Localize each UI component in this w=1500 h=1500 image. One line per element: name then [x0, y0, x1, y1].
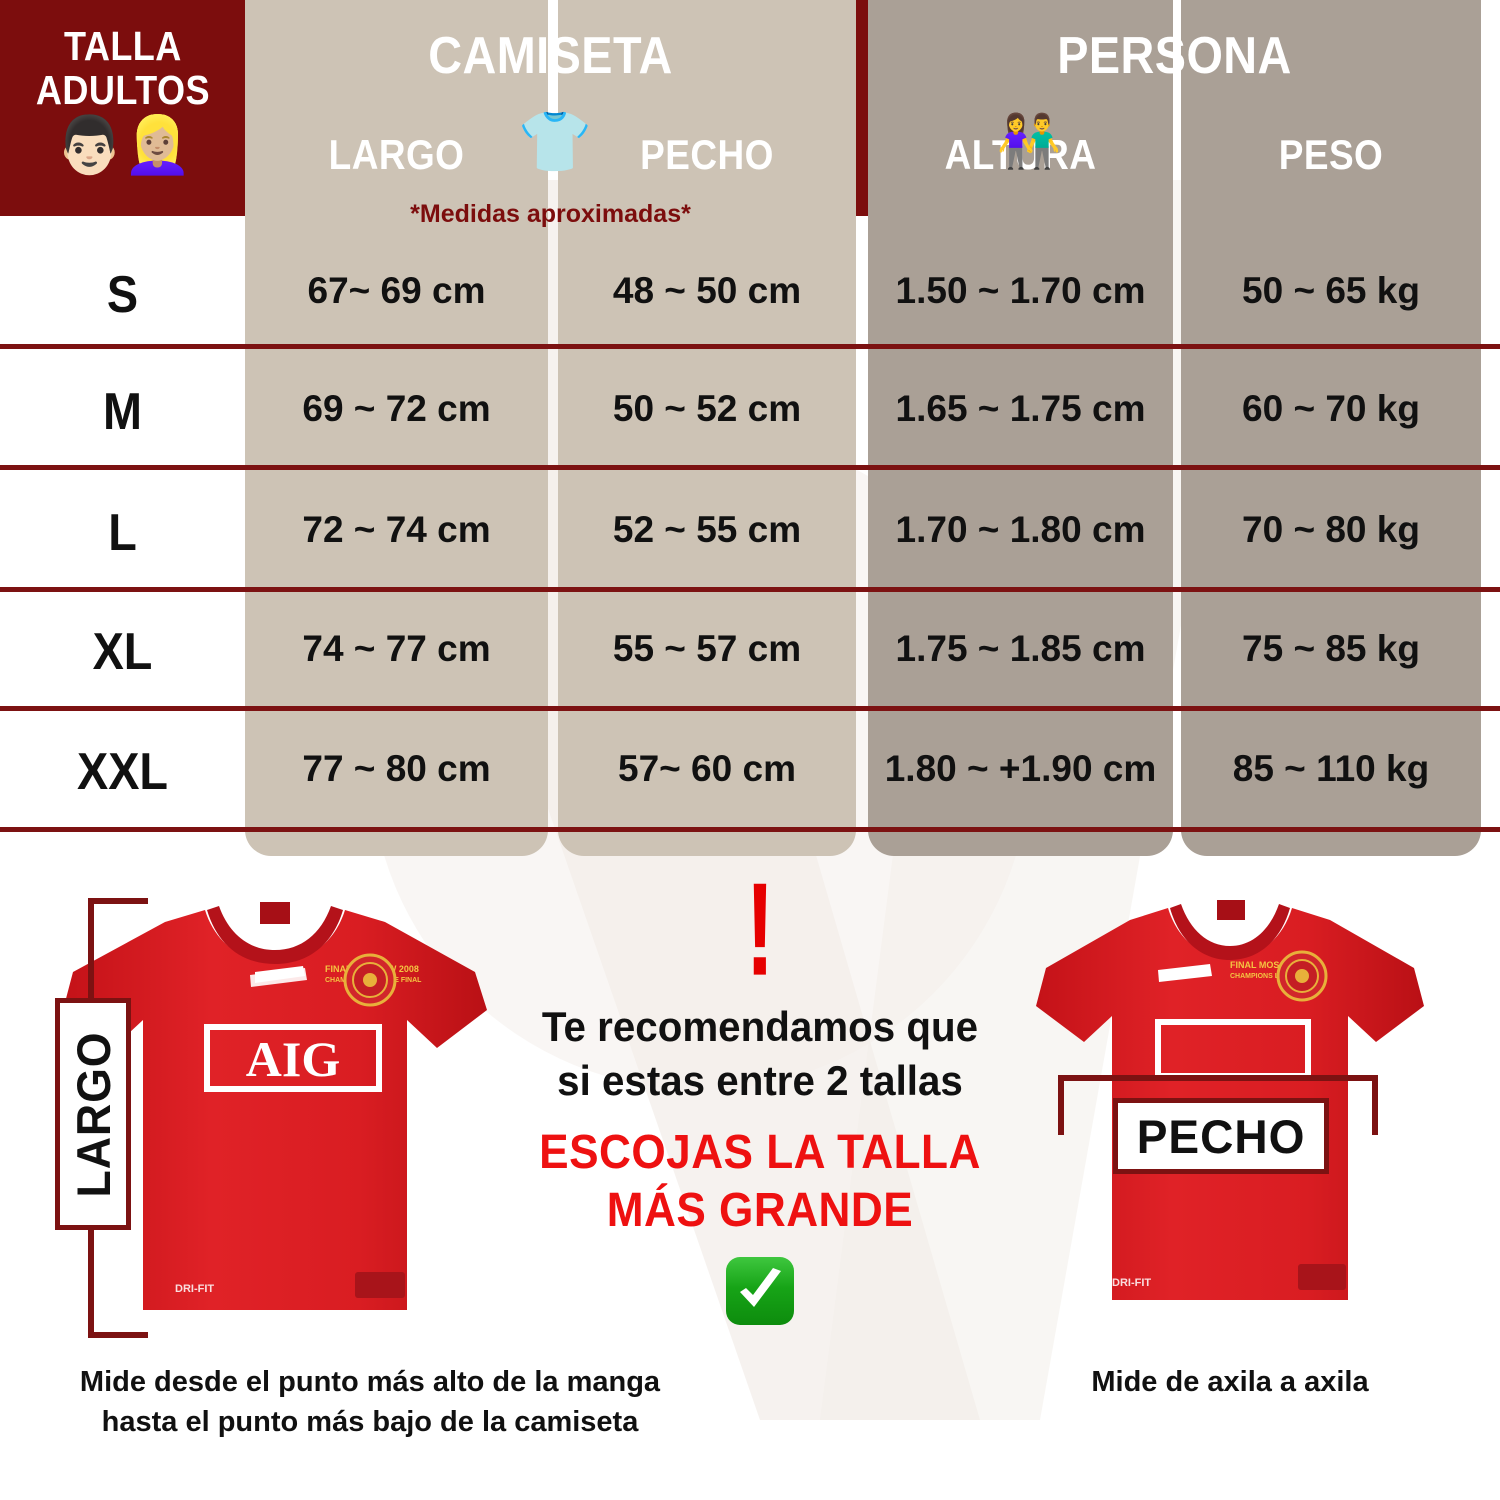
advice-red-line-2: MÁS GRANDE — [606, 1184, 914, 1237]
row-divider — [0, 827, 1500, 832]
table-cell-altura: 1.80 ~ +1.90 cm — [884, 748, 1157, 789]
size-header-line1: TALLA — [63, 23, 182, 69]
table-row-size: L — [108, 504, 137, 562]
largo-label-box: LARGO — [55, 998, 131, 1230]
table-row-size: S — [106, 266, 139, 324]
table-cell-altura: 1.65 ~ 1.75 cm — [895, 388, 1146, 429]
row-divider — [0, 587, 1500, 592]
table-cell-peso: 85 ~ 110 kg — [1232, 748, 1430, 789]
caption-pecho: Mide de axila a axila — [1091, 1366, 1369, 1398]
advice-line-1: Te recomendamos que — [541, 1003, 979, 1050]
group-divider — [856, 0, 868, 216]
svg-text:FINAL MOSCOW 2008: FINAL MOSCOW 2008 — [1230, 960, 1324, 970]
table-cell-altura: 1.75 ~ 1.85 cm — [895, 628, 1146, 669]
table-cell-altura: 1.50 ~ 1.70 cm — [895, 270, 1146, 311]
exclamation-icon: ! — [745, 855, 775, 1004]
pecho-label-box: PECHO — [1113, 1098, 1329, 1174]
row-divider — [0, 706, 1500, 711]
measurement-guide: FINAL MOSCOW 2008 CHAMPIONS LEAGUE FINAL… — [0, 864, 1500, 1500]
size-chart: TALLA ADULTOS 👨🏻👱🏼‍♀️ CAMISETA PERSONA L… — [0, 0, 1500, 856]
largo-label-text: LARGO — [66, 1031, 120, 1197]
column-title-pecho: PECHO — [640, 131, 774, 178]
check-mark-icon — [500, 1254, 1020, 1333]
svg-text:AIG: AIG — [246, 1031, 340, 1087]
approx-note: *Medidas aproximadas* — [410, 200, 691, 228]
row-divider — [0, 465, 1500, 470]
column-title-peso: PESO — [1278, 131, 1384, 178]
table-cell-pecho: 48 ~ 50 cm — [612, 270, 802, 311]
svg-text:DRI-FIT: DRI-FIT — [175, 1283, 214, 1295]
table-cell-peso: 75 ~ 85 kg — [1242, 628, 1420, 669]
advice-block: ! Te recomendamos que si estas entre 2 t… — [500, 864, 1020, 1333]
table-cell-pecho: 50 ~ 52 cm — [612, 388, 802, 429]
pecho-label-text: PECHO — [1136, 1109, 1306, 1163]
couple-icon: 👫 — [996, 113, 1062, 171]
table-cell-largo: 67~ 69 cm — [307, 270, 486, 311]
table-row-size: M — [102, 383, 142, 441]
row-divider — [0, 344, 1500, 349]
column-title-largo: LARGO — [328, 131, 465, 178]
size-header-line2: ADULTOS — [35, 67, 210, 113]
table-cell-altura: 1.70 ~ 1.80 cm — [895, 509, 1146, 550]
table-cell-largo: 74 ~ 77 cm — [302, 628, 491, 669]
size-header-plate: TALLA ADULTOS 👨🏻👱🏼‍♀️ — [0, 0, 245, 216]
table-cell-largo: 72 ~ 74 cm — [302, 509, 491, 550]
table-cell-pecho: 52 ~ 55 cm — [612, 509, 802, 550]
table-row-size: XXL — [76, 743, 169, 801]
caption-largo-line1: Mide desde el punto más alto de la manga — [79, 1366, 661, 1398]
table-cell-peso: 50 ~ 65 kg — [1242, 270, 1420, 311]
table-row-size: XL — [92, 623, 153, 681]
caption-largo: Mide desde el punto más alto de la manga… — [10, 1362, 730, 1442]
advice-red-line-1: ESCOJAS LA TALLA — [539, 1126, 981, 1179]
table-cell-pecho: 57~ 60 cm — [618, 748, 796, 789]
advice-line-2: si estas entre 2 tallas — [557, 1057, 963, 1104]
table-cell-peso: 70 ~ 80 kg — [1242, 509, 1420, 550]
table-cell-largo: 77 ~ 80 cm — [302, 748, 491, 789]
table-cell-peso: 60 ~ 70 kg — [1242, 388, 1420, 429]
caption-largo-line2: hasta el punto más bajo de la camiseta — [101, 1406, 639, 1438]
svg-text:DRI-FIT: DRI-FIT — [1112, 1277, 1151, 1289]
tshirt-icon: 👕 — [517, 108, 593, 175]
table-cell-largo: 69 ~ 72 cm — [302, 388, 491, 429]
group-title-persona: PERSONA — [1057, 27, 1292, 85]
column-title-altura: ALTURA — [944, 131, 1097, 178]
man-woman-icon: 👨🏻👱🏼‍♀️ — [54, 113, 192, 176]
table-cell-pecho: 55 ~ 57 cm — [612, 628, 802, 669]
group-title-camiseta: CAMISETA — [428, 27, 673, 85]
